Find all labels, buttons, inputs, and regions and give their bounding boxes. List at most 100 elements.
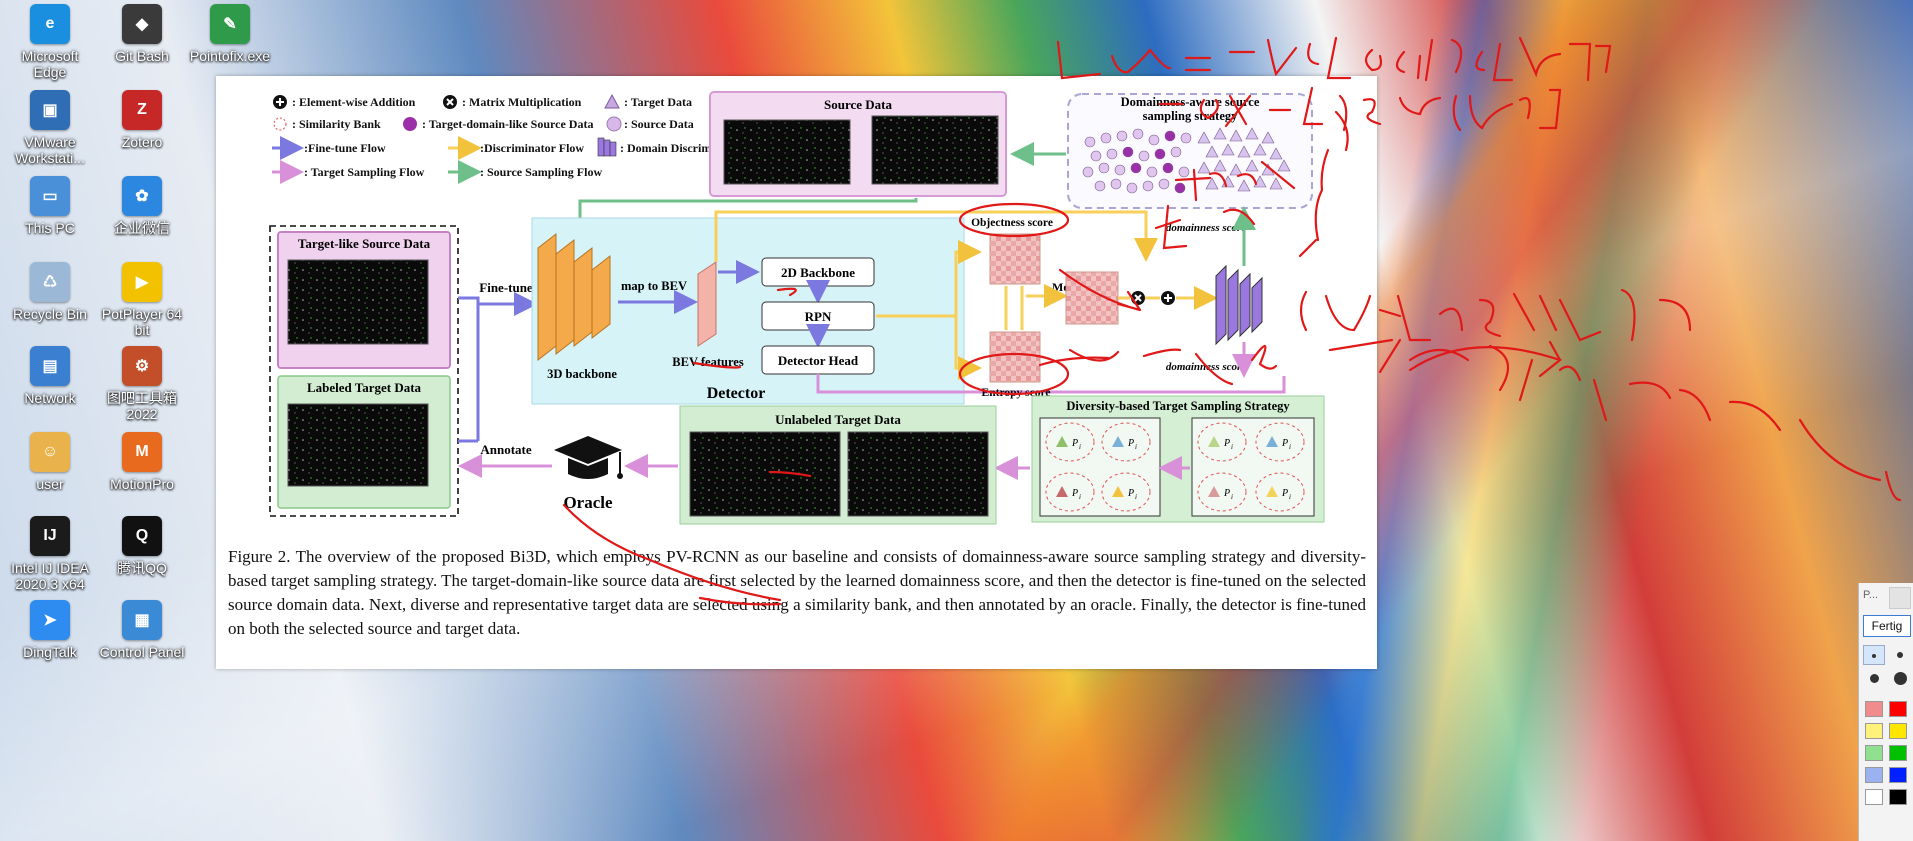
desktop-icon-label: VMware Workstati... [15,134,85,166]
domainness-title-2: sampling strategy [1143,109,1239,123]
medium-dot-icon [1897,652,1903,658]
desktop-icon-11[interactable]: ☺ user [4,432,96,492]
source-dot [1100,132,1112,144]
color-swatch-6[interactable] [1865,767,1883,783]
desktop-icon-label: 企业微信 [114,220,170,236]
app-icon: ▶ [122,262,162,302]
source-dot [1094,180,1106,192]
source-data-panel: Source Data [709,91,1007,197]
desktop-icon-14[interactable]: Q 腾讯QQ [96,516,188,576]
desktop-icon-6[interactable]: ✿ 企业微信 [96,176,188,236]
tdl-source-dot [1174,182,1186,194]
color-swatch-5[interactable] [1889,745,1907,761]
times-icon [446,98,454,106]
domain-discriminator-block [1215,264,1263,346]
color-swatch-9[interactable] [1889,789,1907,805]
app-icon: e [30,4,70,44]
legend-target-sampling: : Target Sampling Flow [304,165,425,179]
app-icon: ▤ [30,346,70,386]
xlarge-dot-tool[interactable] [1889,669,1911,689]
legend-finetune-flow: :Fine-tune Flow [304,141,386,155]
cluster-sample [1112,486,1124,497]
legend-element-wise: : Element-wise Addition [292,95,416,109]
rpn-label: RPN [805,309,832,324]
desktop-icon-13[interactable]: IJ Intel IJ IDEA 2020.3 x64 [4,516,96,592]
cluster-sample [1056,486,1068,497]
similarity-cluster [1255,422,1305,462]
desktop-icon-9[interactable]: ▤ Network [4,346,96,406]
paper-figure: : Element-wise Addition : Matrix Multipl… [216,76,1377,669]
color-swatch-8[interactable] [1865,789,1883,805]
fertig-button[interactable]: Fertig [1863,615,1911,637]
app-icon: ☺ [30,432,70,472]
color-swatch-3[interactable] [1889,723,1907,739]
desktop-icon-4[interactable]: Z Zotero [96,90,188,150]
bev-features-block [697,261,717,347]
cluster-p-label: P [1281,488,1288,499]
target-like-lidar-image [287,259,429,345]
color-swatch-4[interactable] [1865,745,1883,761]
bev-features-label: BEV features [672,355,744,369]
panel-option-button[interactable] [1889,587,1911,609]
similarity-cluster [1101,422,1151,462]
2d-backbone-label: 2D Backbone [781,265,855,280]
desktop-icon-label: Pointofix.exe [189,48,271,64]
oracle-icon [554,436,623,479]
cluster-p-label: P [1071,438,1078,449]
app-icon: ▭ [30,176,70,216]
unlabeled-target-panel: Unlabeled Target Data [679,405,997,525]
diversity-sampling-panel: Diversity-based Target Sampling Strategy… [1031,395,1325,523]
similarity-cluster [1255,472,1305,512]
source-dot [1158,178,1170,190]
small-dot-icon [1872,654,1876,658]
medium-dot-tool[interactable] [1889,645,1911,665]
desktop-icon-label: Microsoft Edge [21,48,79,80]
source-dot [1106,148,1118,160]
desktop-icon-16[interactable]: ▦ Control Panel [96,600,188,660]
labeled-target-panel: Labeled Target Data [277,375,451,509]
cluster-p-subscript: i [1289,443,1291,451]
legend-source-data: : Source Data [624,117,694,131]
desktop-icon-15[interactable]: ➤ DingTalk [4,600,96,660]
cluster-p-label: P [1071,488,1078,499]
desktop-icon-8[interactable]: ▶ PotPlayer 64 bit [96,262,188,338]
desktop-icon-label: Intel IJ IDEA 2020.3 x64 [11,560,89,592]
app-icon: Q [122,516,162,556]
desktop-icon-2[interactable]: ✎ Pointofix.exe [184,4,276,64]
cluster-p-subscript: i [1079,443,1081,451]
cluster-p-subscript: i [1231,493,1233,501]
fine-tune-label: Fine-tune [479,280,533,295]
diversity-title: Diversity-based Target Sampling Strategy [1066,399,1290,413]
desktop-icon-label: 图吧工具箱 2022 [107,390,177,422]
target-triangle [1269,147,1283,160]
tdl-source-dot [1164,130,1176,142]
desktop-icon-10[interactable]: ⚙ 图吧工具箱 2022 [96,346,188,422]
desktop-icon-5[interactable]: ▭ This PC [4,176,96,236]
desktop-icon-0[interactable]: e Microsoft Edge [4,4,96,80]
legend-matrix: : Matrix Multiplication [462,95,582,109]
pen-width-field[interactable]: P... [1863,589,1879,601]
similarity-bank-right [1191,417,1315,517]
color-swatch-7[interactable] [1889,767,1907,783]
desktop-icon-7[interactable]: ♺ Recycle Bin [4,262,96,322]
source-dot [1170,146,1182,158]
small-dot-tool[interactable] [1863,645,1885,665]
color-swatch-2[interactable] [1865,723,1883,739]
tdl-source-dot [1154,148,1166,160]
legend-tdl-source: : Target-domain-like Source Data [422,117,593,131]
desktop-icon-label: Zotero [121,134,163,150]
app-icon: ⚙ [122,346,162,386]
domainness-score-bottom: domainness score [1166,361,1246,373]
figure-caption: Figure 2. The overview of the proposed B… [228,547,1366,638]
color-swatch-1[interactable] [1889,701,1907,717]
desktop-icon-12[interactable]: M MotionPro [96,432,188,492]
color-swatch-0[interactable] [1865,701,1883,717]
desktop-icon-1[interactable]: ◆ Git Bash [96,4,188,64]
desktop-icon-3[interactable]: ▣ VMware Workstati... [4,90,96,166]
app-icon: ▦ [122,600,162,640]
large-dot-tool[interactable] [1863,669,1885,689]
cluster-p-subscript: i [1135,493,1137,501]
legend-discriminator-flow: :Discriminator Flow [480,141,584,155]
plus-icon [276,98,284,106]
oracle-label: Oracle [563,493,613,512]
